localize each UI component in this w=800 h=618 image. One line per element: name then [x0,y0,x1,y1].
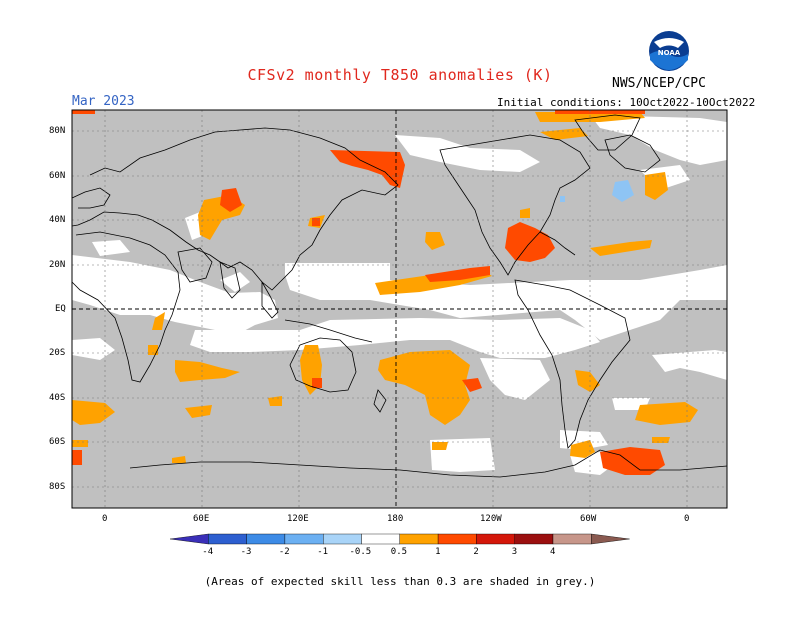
lon-label: 120E [287,514,309,524]
colorbar-segment [170,533,209,545]
lat-label: 20N [49,260,66,270]
colorbar-tick-label: -2 [278,547,290,557]
initial-conditions: Initial conditions: 10Oct2022-10Oct2022 [497,96,756,109]
colorbar-segment [552,533,592,545]
colorbar-tick-label: -1 [317,547,329,557]
colorbar-tick-label: 2 [473,547,479,557]
lon-label: 120W [480,514,502,524]
colorbar [170,533,630,545]
colorbar-segment [399,533,439,545]
lat-label: 20S [49,348,66,358]
lat-label: 60S [49,437,66,447]
colorbar-tick-label: 4 [550,547,556,557]
colorbar-tick-label: 3 [511,547,518,557]
agency-label: NWS/NCEP/CPC [612,76,706,91]
colorbar-tick-label: -3 [240,547,252,557]
lat-label: 80S [49,482,66,492]
lon-label: 60W [580,514,597,524]
colorbar-segment [514,533,554,545]
colorbar-tick-label: 0.5 [390,547,408,557]
colorbar-segment [284,533,324,545]
colorbar-segment [361,533,400,545]
lat-label: 40S [49,393,66,403]
lon-label: 60E [193,514,210,524]
lat-label: 40N [49,215,66,225]
equator-dateline [72,110,727,508]
skill-note: (Areas of expected skill less than 0.3 a… [204,575,596,588]
lat-label: 60N [49,171,66,181]
forecast-month: Mar 2023 [72,94,135,109]
map-title: CFSv2 monthly T850 anomalies (K) [247,66,553,84]
cool-anomaly-areas [560,180,634,202]
colorbar-segment [208,533,247,545]
colorbar-tick-label: -0.5 [349,547,372,557]
lon-label: 180 [387,514,404,524]
colorbar-segment [322,533,362,545]
grid-lines [72,110,727,508]
logo-text: NOAA [658,49,681,57]
colorbar-segment [476,533,515,545]
colorbar-tick-label: -4 [202,547,214,557]
coastlines [71,114,728,478]
colorbar-segment [437,533,477,545]
colorbar-segment [591,533,630,545]
colorbar-tick-label: 1 [435,547,441,557]
lat-label: 80N [49,126,66,136]
noaa-logo-icon: NOAA [649,31,689,71]
lat-label: EQ [55,304,66,314]
lon-label: 0 [102,514,108,524]
lon-label: 0 [684,514,690,524]
colorbar-segment [246,533,286,545]
